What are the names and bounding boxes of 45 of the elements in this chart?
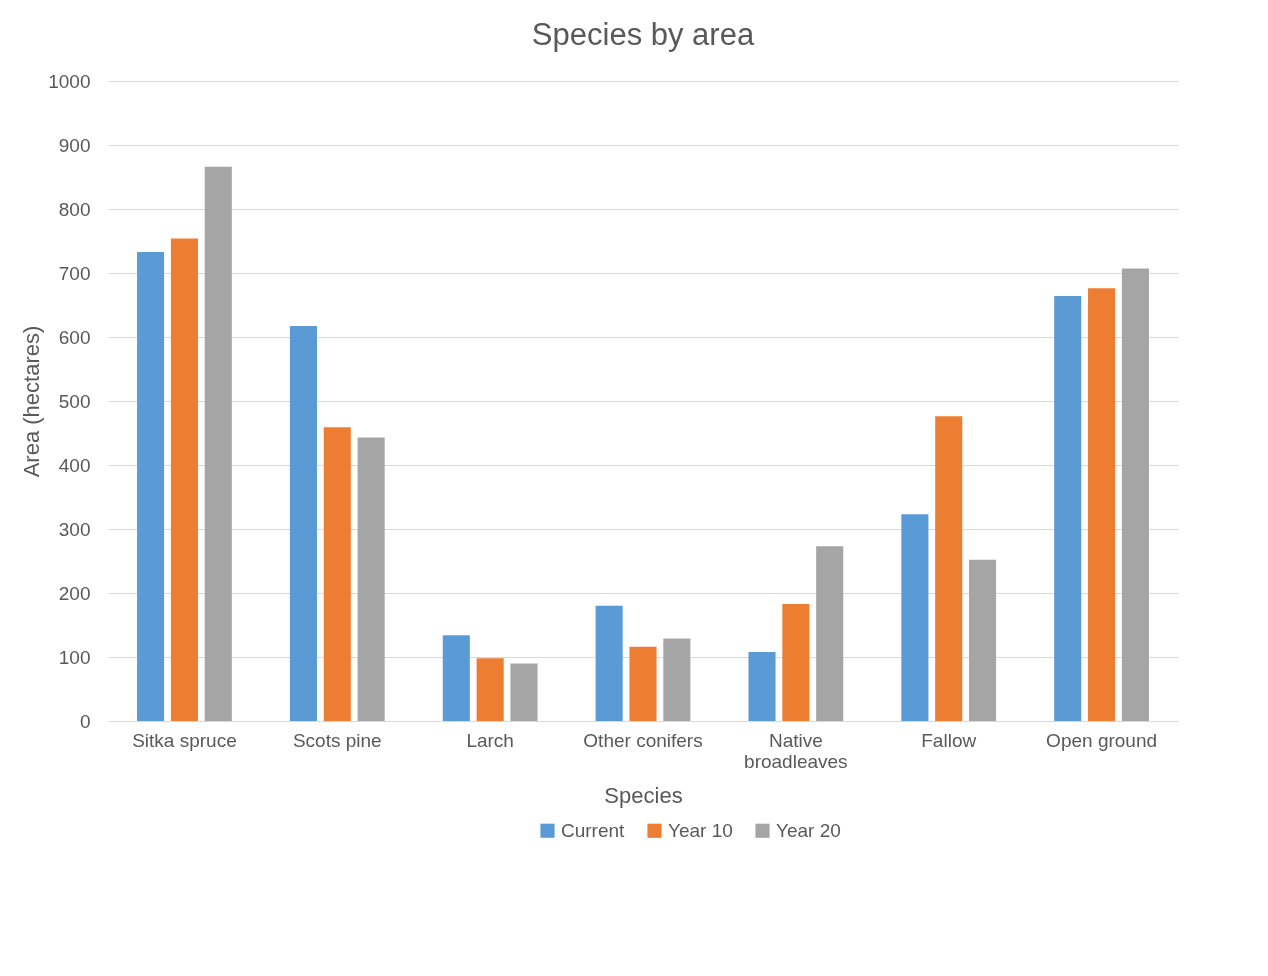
y-tick-label: 100 [58,646,91,668]
bar [137,251,165,721]
bar [357,437,385,721]
bar [1088,288,1116,721]
legend-label: Year 10 [668,819,733,841]
y-tick-label: 400 [58,454,91,476]
x-tick-label: Sitka spruce [132,729,237,751]
bar [442,635,470,721]
bar [1054,296,1082,721]
x-tick-label: Scots pine [292,729,382,751]
bar [901,514,929,721]
bar [969,559,997,721]
y-tick-label: 600 [58,326,91,348]
y-tick-label: 300 [58,518,91,540]
legend-label: Year 20 [776,819,841,841]
y-tick-label: 200 [58,582,91,604]
bar [510,663,538,721]
y-tick-label: 0 [79,710,91,732]
x-tick-label: Native broadleaves [744,729,848,772]
y-tick-label: 800 [58,198,91,220]
y-tick-label: 900 [58,134,91,156]
x-tick-label: Larch [466,729,514,751]
bar [323,427,351,721]
bar [782,603,810,721]
y-axis-title: Area (hectares) [19,325,45,478]
x-axis-title: Species [604,782,683,808]
bar [1121,268,1149,721]
bar [816,546,844,721]
x-tick-label: Fallow [921,729,977,751]
legend-label: Current [561,819,626,841]
bar [935,416,963,721]
bar [476,658,504,721]
chart-title: Species by area [531,17,755,52]
bar [663,638,691,721]
x-tick-label: Open ground [1046,729,1158,751]
y-tick-label: 700 [58,262,91,284]
bar [289,326,317,721]
y-tick-label: 500 [58,390,91,412]
bar [170,238,198,721]
bar [204,166,232,721]
bar [748,651,776,721]
bar [595,605,623,721]
y-tick-label: 1000 [48,70,91,92]
x-tick-label: Other conifers [583,729,703,751]
bar [629,646,657,721]
